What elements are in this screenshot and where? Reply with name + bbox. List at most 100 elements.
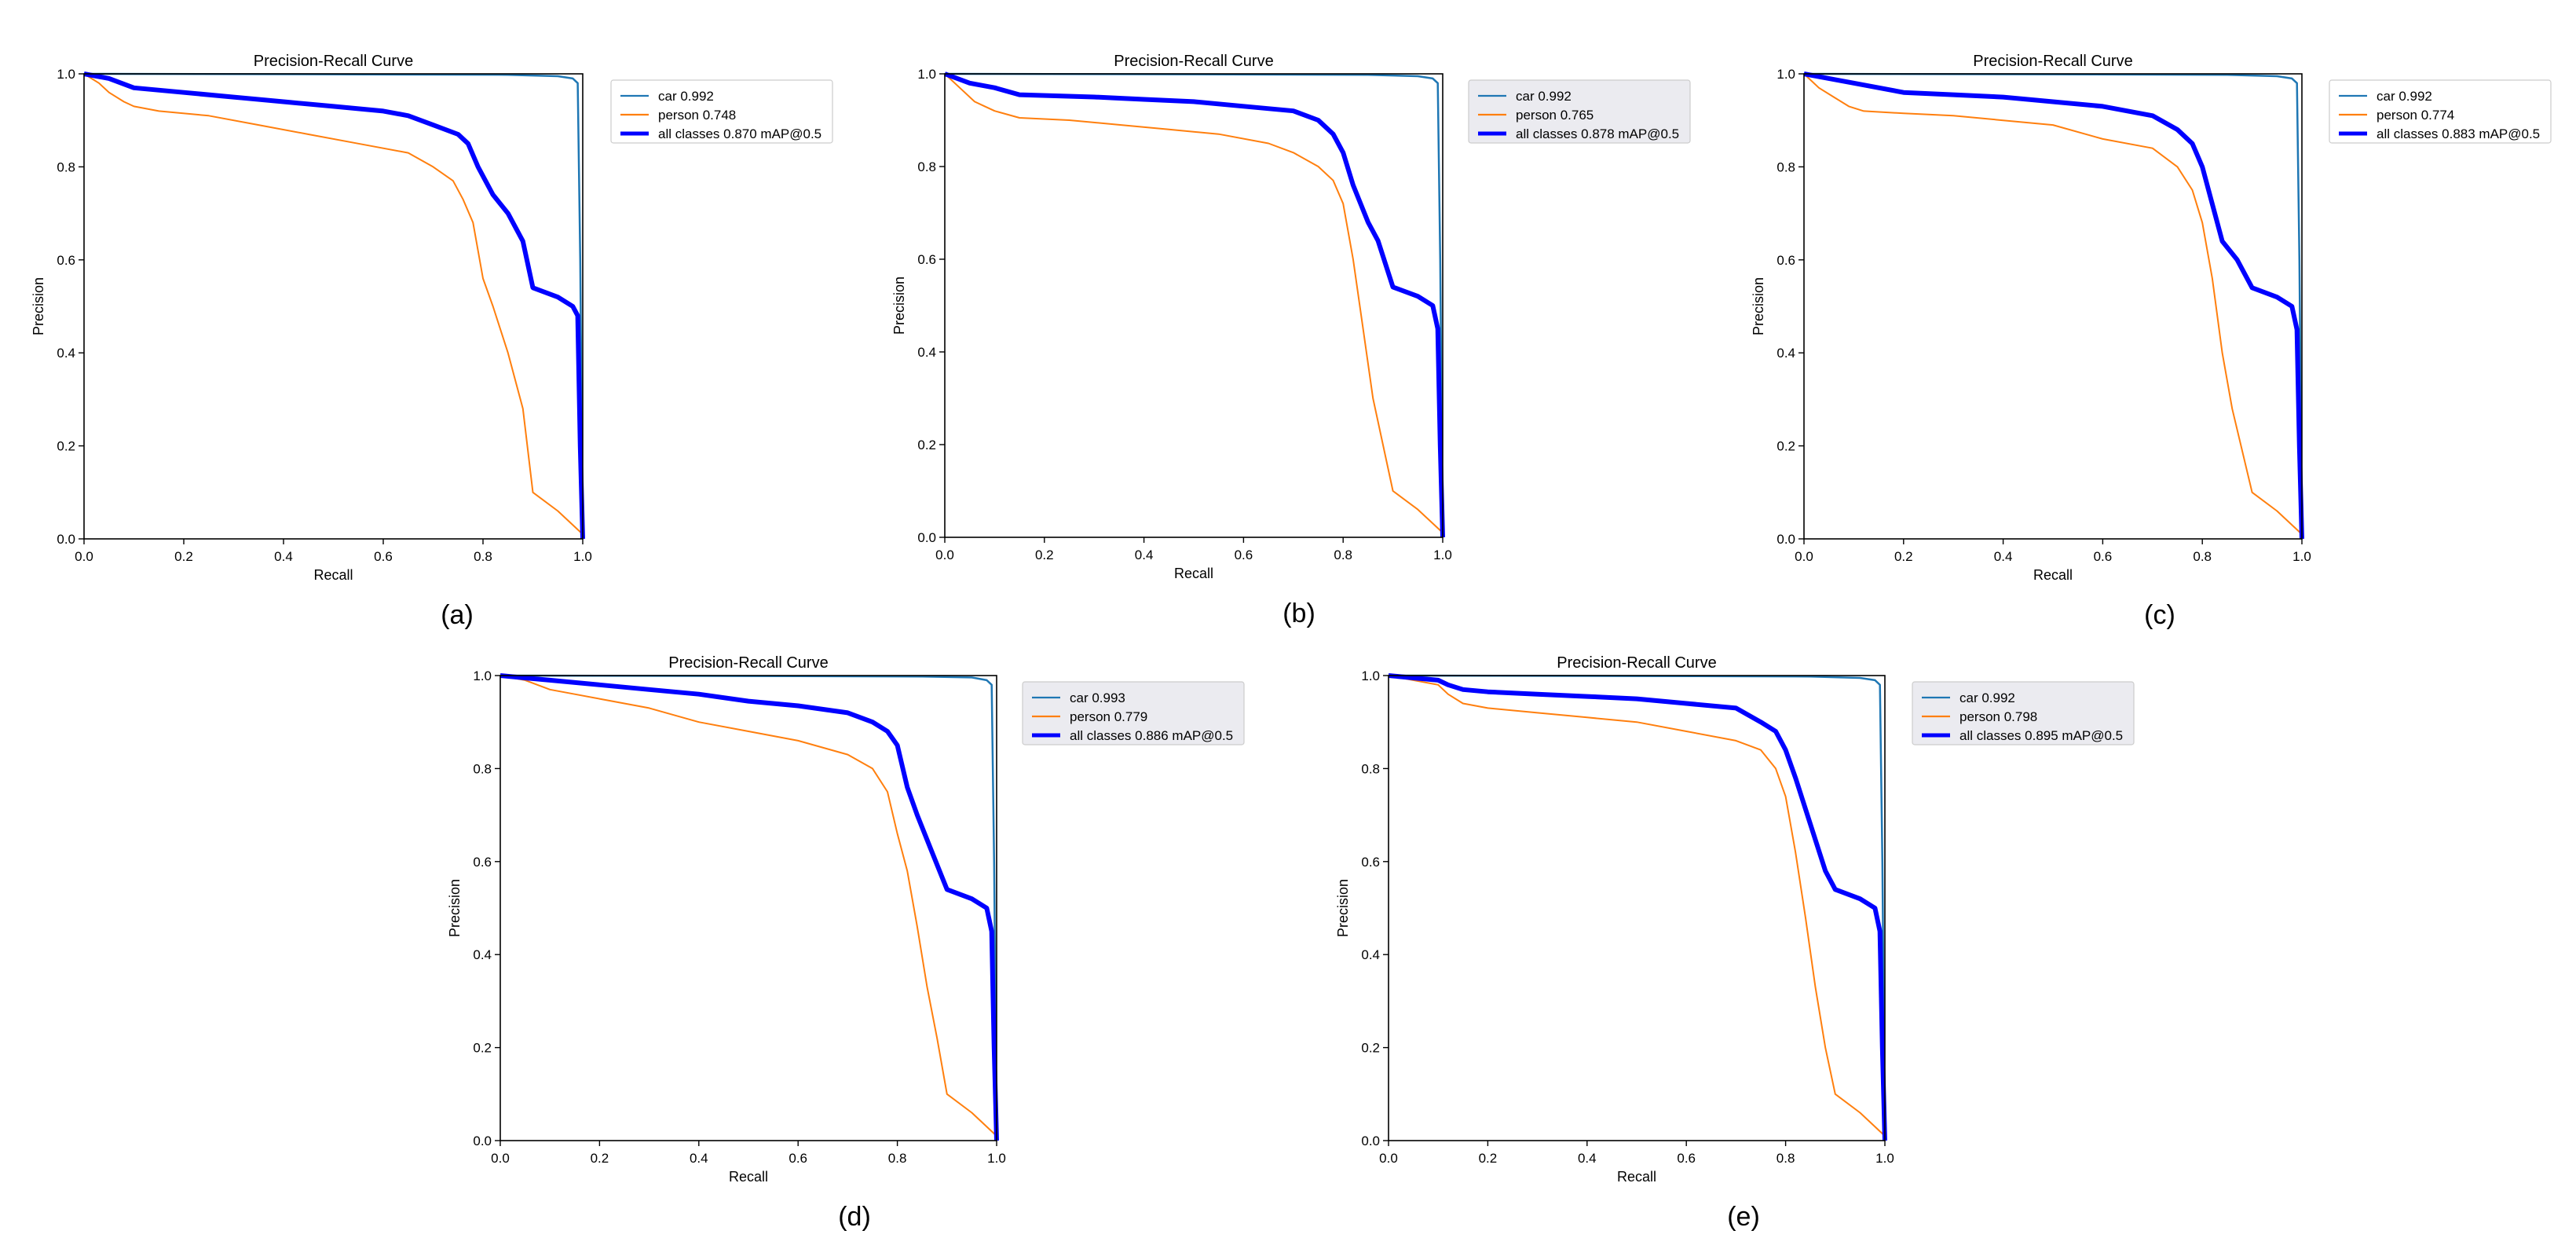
x-tick-label: 0.2 (1035, 548, 1054, 562)
pr-chart-c: Precision-Recall Curve 0.00.0 0.2 0.2 0.4 0.4… (1751, 53, 2552, 630)
x-tick-label: 0.6 (374, 549, 393, 564)
x-tick-label: 0.4 (1135, 548, 1154, 562)
y-tick-label: 0.4 (57, 346, 75, 361)
series-line-car (1803, 72, 2303, 540)
series-line-person (944, 73, 1444, 533)
x-tick-label: 1.0 (987, 1151, 1006, 1166)
y-tick-label: 0.0 (473, 1134, 492, 1148)
chart-title: Precision-Recall Curve (668, 654, 828, 672)
y-axis-label: Precision (447, 879, 463, 937)
x-tick-label: 1.0 (2292, 549, 2311, 564)
y-tick-label: 0.2 (1776, 439, 1795, 454)
y-tick-label: 1.0 (917, 67, 936, 82)
legend-label-all: all classes 0.895 mAP@0.5 (1959, 728, 2123, 743)
x-tick-label: 0.8 (888, 1151, 907, 1166)
x-tick-label: 0.8 (1334, 548, 1352, 562)
legend-label-all: all classes 0.870 mAP@0.5 (658, 126, 821, 141)
legend-label-car: car 0.992 (2377, 89, 2432, 104)
legend-label-person: person 0.765 (1516, 108, 1594, 123)
series-line-person (499, 675, 997, 1137)
y-tick-label: 0.8 (57, 159, 75, 174)
chart-title: Precision-Recall Curve (254, 53, 413, 70)
legend-label-car: car 0.992 (1959, 690, 2015, 705)
plot-frame (1388, 675, 1886, 1141)
y-tick-label: 0.2 (57, 439, 75, 454)
x-tick-label: 0.0 (491, 1151, 510, 1166)
x-tick-label: 0.2 (1894, 549, 1913, 564)
y-axis-label: Precision (891, 277, 907, 335)
x-tick-label: 0.2 (1479, 1151, 1498, 1166)
x-tick-label: 0.4 (1994, 549, 2013, 564)
legend-label-person: person 0.774 (2377, 108, 2454, 123)
chart-title: Precision-Recall Curve (1557, 654, 1716, 672)
x-tick-label: 0.6 (1677, 1151, 1696, 1166)
x-tick-label: 0.4 (1578, 1151, 1597, 1166)
x-tick-label: 0.0 (1379, 1151, 1398, 1166)
legend-label-all: all classes 0.883 mAP@0.5 (2377, 126, 2540, 141)
legend: car 0.992 person 0.748 all classes 0.870 m… (610, 79, 833, 144)
y-tick-label: 0.6 (57, 253, 75, 268)
plot-frame (944, 73, 1444, 538)
y-tick-label: 0.8 (473, 761, 492, 776)
legend-label-car: car 0.992 (658, 89, 714, 104)
y-tick-label: 0.4 (1776, 346, 1795, 361)
y-tick-label: 0.0 (57, 532, 75, 547)
legend-box (610, 79, 833, 144)
panel-caption: (a) (441, 600, 474, 630)
y-axis-label: Precision (1751, 277, 1766, 335)
y-tick-label: 0.0 (917, 530, 936, 545)
y-tick-label: 0.8 (917, 159, 936, 174)
x-tick-label: 1.0 (1875, 1151, 1894, 1166)
legend-label-car: car 0.992 (1516, 89, 1572, 104)
y-tick-label: 0.4 (473, 947, 492, 962)
chart-title: Precision-Recall Curve (1114, 53, 1273, 70)
x-axis-label: Recall (313, 567, 353, 583)
series-line-all (1803, 71, 2304, 540)
series-line-car (499, 674, 998, 1141)
legend-label-person: person 0.798 (1959, 709, 2037, 724)
chart-title: Precision-Recall Curve (1973, 53, 2132, 70)
x-tick-label: 0.2 (591, 1151, 609, 1166)
y-tick-label: 0.0 (1776, 532, 1795, 547)
y-tick-label: 0.6 (1776, 253, 1795, 268)
x-axis-label: Recall (1174, 566, 1213, 581)
y-tick-label: 0.6 (1361, 855, 1380, 870)
series-line-car (944, 72, 1444, 538)
x-tick-label: 0.6 (789, 1151, 807, 1166)
x-tick-label: 0.8 (2193, 549, 2212, 564)
plot-frame (1803, 73, 2303, 540)
legend-label-person: person 0.779 (1070, 709, 1147, 724)
x-axis-label: Recall (2033, 567, 2073, 583)
legend: car 0.992 person 0.798 all classes 0.895 m… (1912, 681, 2135, 745)
legend-label-car: car 0.993 (1070, 690, 1125, 705)
legend-box (1022, 681, 1245, 745)
series-line-person (1388, 675, 1886, 1137)
y-tick-label: 0.2 (473, 1041, 492, 1056)
y-axis-label: Precision (1335, 879, 1351, 937)
legend-label-all: all classes 0.878 mAP@0.5 (1516, 126, 1679, 141)
y-tick-label: 1.0 (1776, 67, 1795, 82)
series-line-all (83, 71, 585, 540)
legend-box (1912, 681, 2135, 745)
x-axis-label: Recall (1617, 1169, 1656, 1185)
series-line-all (943, 71, 1445, 538)
y-axis-label: Precision (31, 277, 46, 335)
legend-box (1468, 79, 1691, 144)
legend-box (2329, 79, 2552, 144)
y-tick-label: 0.8 (1361, 761, 1380, 776)
y-tick-label: 0.4 (917, 345, 936, 360)
panel-caption: (d) (838, 1202, 871, 1232)
series-line-person (83, 73, 584, 535)
series-line-car (1388, 674, 1886, 1141)
y-tick-label: 1.0 (57, 67, 75, 82)
y-tick-label: 0.0 (1361, 1134, 1380, 1148)
y-tick-label: 0.2 (917, 438, 936, 452)
pr-chart-d: Precision-Recall Curve 0.0 0.0 0.2 0.2 0.4 0.4… (447, 654, 1245, 1232)
y-tick-label: 0.8 (1776, 159, 1795, 174)
x-tick-label: 0.4 (690, 1151, 708, 1166)
pr-chart-a: Precision-Recall Curve 0.00.0 0.2 0.2 0.4 0.4… (31, 53, 833, 630)
legend: car 0.992 person 0.765 all classes 0.878 m… (1468, 79, 1691, 144)
series-line-car (83, 72, 584, 540)
series-line-all (499, 673, 999, 1141)
